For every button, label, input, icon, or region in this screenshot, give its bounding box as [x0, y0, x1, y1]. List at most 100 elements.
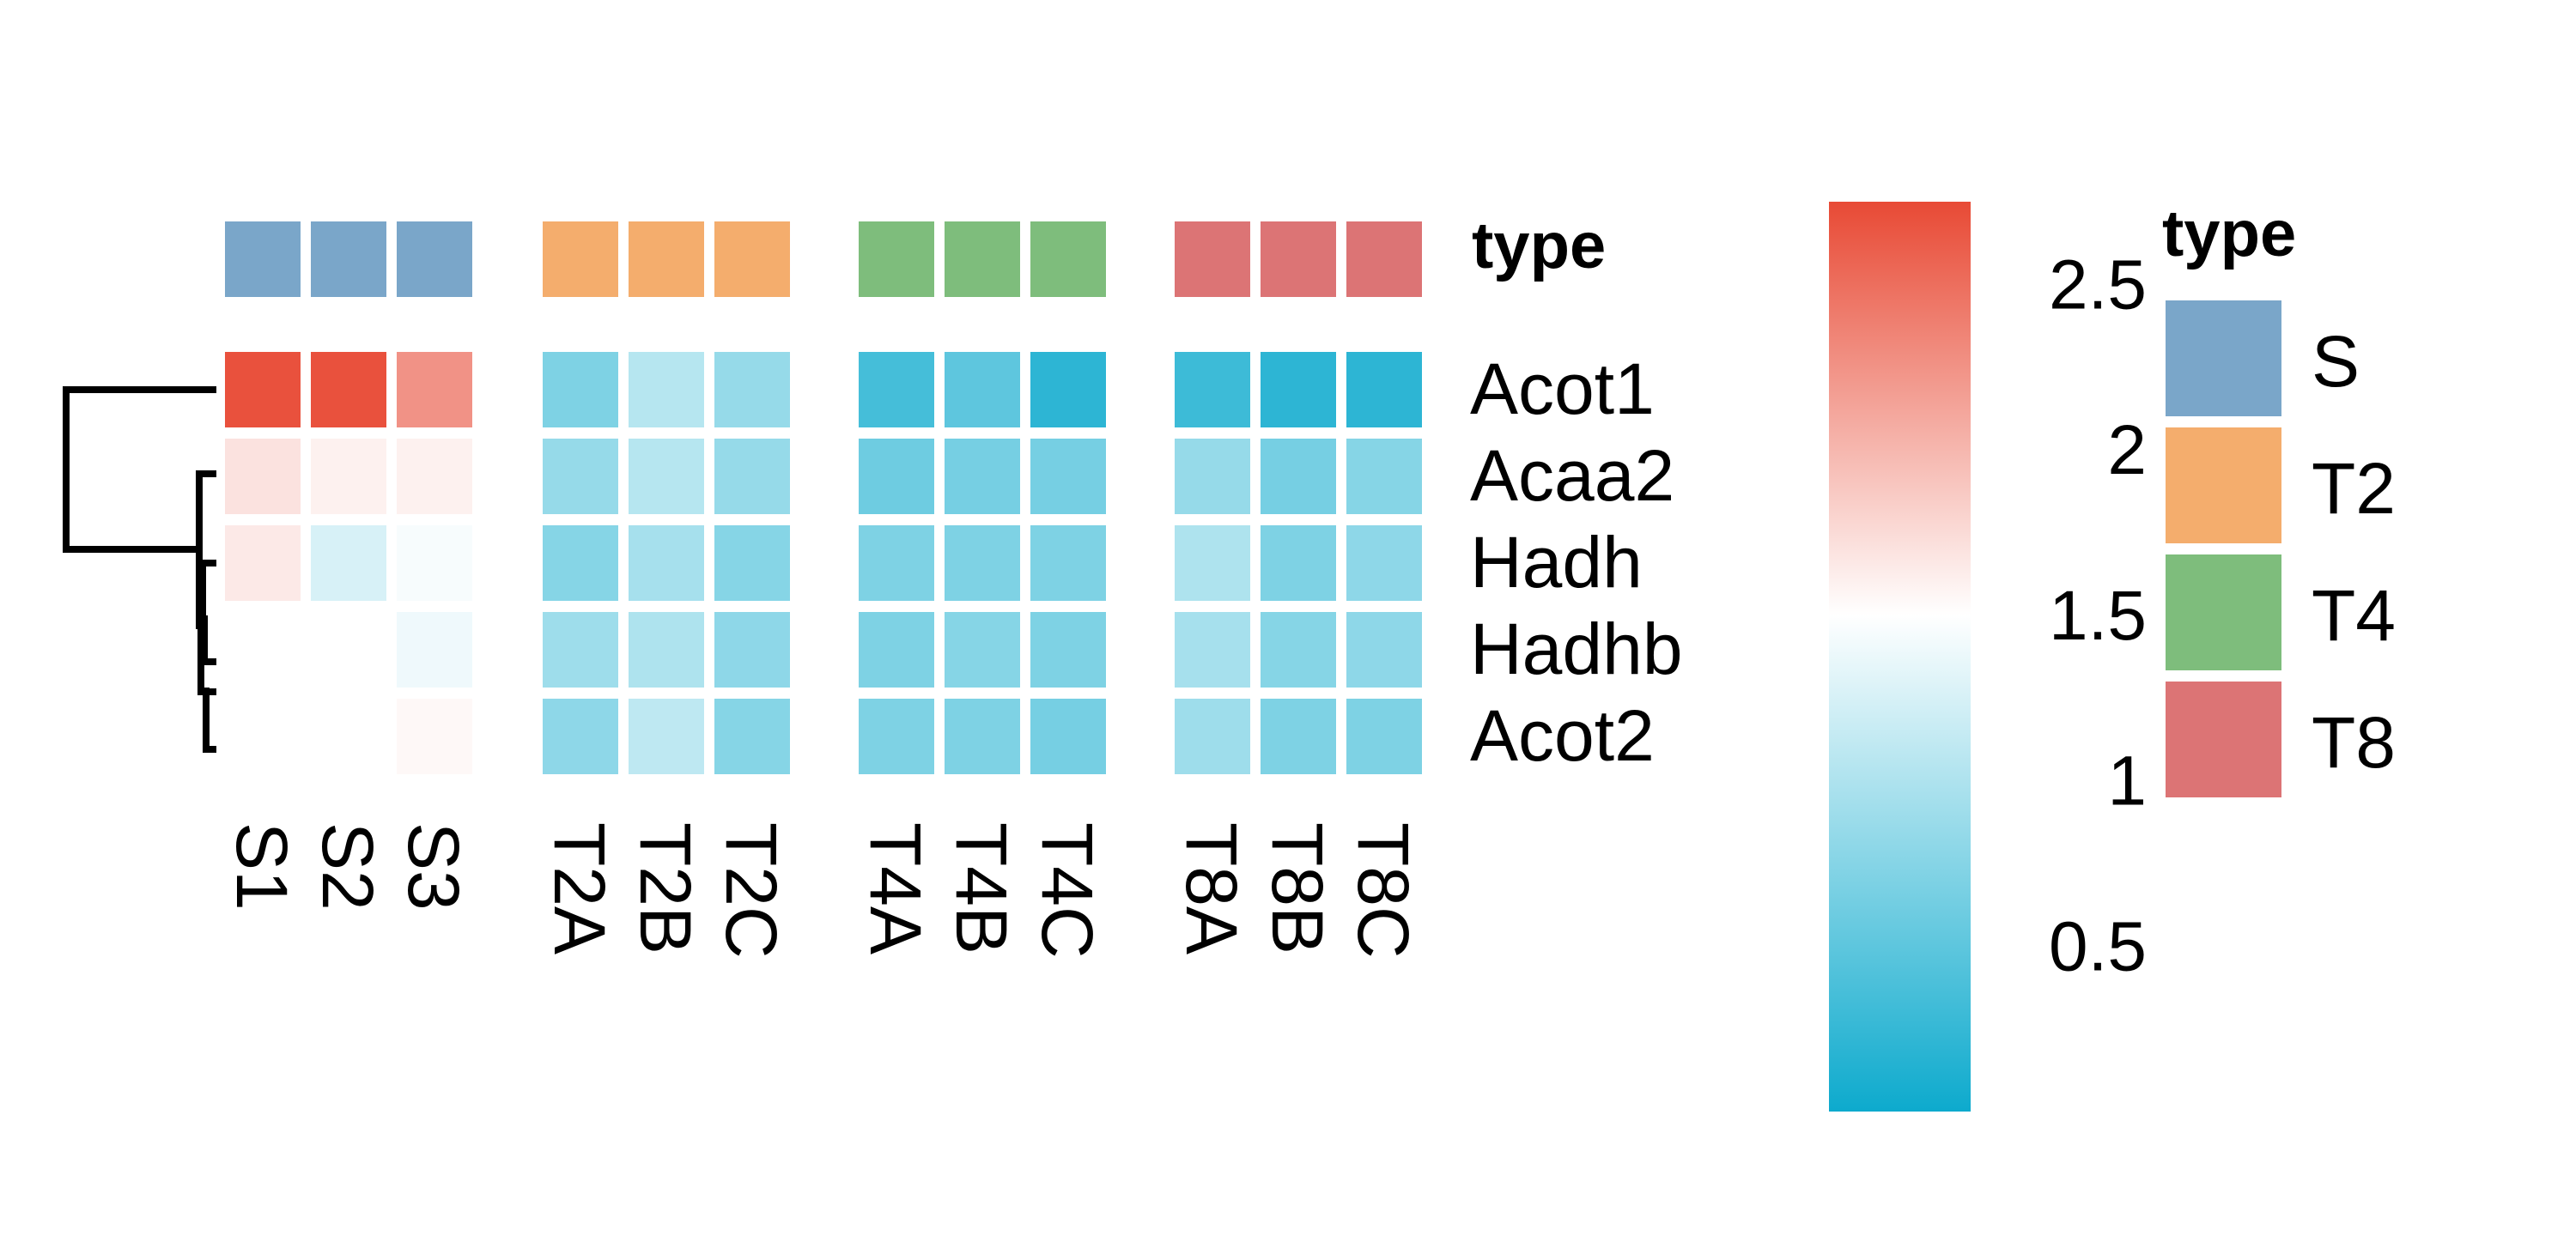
cell-Acot1-T8A: [1175, 352, 1250, 427]
column-label-T2A: T2A: [539, 822, 620, 954]
annotation-cell-T8B: [1261, 221, 1336, 297]
row-label-Acot2: Acot2: [1470, 695, 1655, 776]
cell-Hadh-T4B: [945, 525, 1020, 601]
cell-Hadh-T8C: [1346, 525, 1422, 601]
cell-Acaa2-T8C: [1346, 439, 1422, 514]
type-legend: S T2 T4 T8: [2166, 300, 2396, 797]
cell-Hadh-T2A: [543, 525, 618, 601]
row-label-Acot1: Acot1: [1470, 348, 1655, 429]
cell-Hadhb-T8B: [1261, 612, 1336, 688]
cell-Acot2-T8C: [1346, 699, 1422, 774]
cell-Acot1-T2B: [629, 352, 704, 427]
column-label-T8A: T8A: [1171, 822, 1252, 954]
column-label-T4B: T4B: [941, 822, 1022, 954]
cell-Acot2-T4C: [1030, 699, 1106, 774]
column-label-T4A: T4A: [855, 822, 936, 954]
column-label-T2B: T2B: [625, 822, 706, 954]
cell-Acot1-T8B: [1261, 352, 1336, 427]
legend-label-T8: T8: [2312, 702, 2396, 783]
annotation-cell-T4C: [1030, 221, 1106, 297]
colorbar-tick-1: 1: [2107, 742, 2147, 821]
cell-Hadh-T4C: [1030, 525, 1106, 601]
cell-Hadh-T8A: [1175, 525, 1250, 601]
cell-Hadhb-S1: [225, 612, 301, 688]
annotation-cell-T4A: [859, 221, 934, 297]
column-label-S2: S2: [307, 822, 388, 911]
legend-swatch-T2: [2166, 427, 2281, 543]
legend-swatch-S: [2166, 300, 2281, 416]
cell-Acot1-S1: [225, 352, 301, 427]
cell-Acaa2-T8B: [1261, 439, 1336, 514]
cell-Hadh-S3: [397, 525, 472, 601]
annotation-cell-T4B: [945, 221, 1020, 297]
cell-Acot1-S3: [397, 352, 472, 427]
cell-Acot2-T4A: [859, 699, 934, 774]
cell-Acot1-S2: [311, 352, 386, 427]
column-labels: S1 S2 S3 T2A T2B T2C T4A T4B T4C T8A T8B T8C: [222, 822, 1424, 959]
annotation-cell-T8C: [1346, 221, 1422, 297]
cell-Acot1-T2C: [714, 352, 790, 427]
cell-Acot1-T4C: [1030, 352, 1106, 427]
row-label-Hadhb: Hadhb: [1470, 609, 1683, 689]
cell-Acot2-T8A: [1175, 699, 1250, 774]
annotation-cell-T8A: [1175, 221, 1250, 297]
cell-Hadhb-T8C: [1346, 612, 1422, 688]
cell-Acaa2-S1: [225, 439, 301, 514]
cell-Acot2-S2: [311, 699, 386, 774]
cell-Hadh-S2: [311, 525, 386, 601]
legend-label-T2: T2: [2312, 448, 2396, 529]
colorbar-tick-0.5: 0.5: [2049, 907, 2147, 985]
annotation-cell-T2B: [629, 221, 704, 297]
legend-swatch-T4: [2166, 554, 2281, 670]
cell-Hadhb-S3: [397, 612, 472, 688]
cell-Hadh-T8B: [1261, 525, 1336, 601]
legend-title: type: [2162, 197, 2296, 270]
cell-Acaa2-T4B: [945, 439, 1020, 514]
row-dendrogram: [63, 386, 216, 753]
cell-Hadhb-T4A: [859, 612, 934, 688]
cell-Hadhb-T4C: [1030, 612, 1106, 688]
legend-label-T4: T4: [2312, 575, 2396, 656]
cell-Acaa2-T4A: [859, 439, 934, 514]
row-label-Hadh: Hadh: [1470, 522, 1643, 603]
cell-Acot1-T2A: [543, 352, 618, 427]
cell-Hadh-T2C: [714, 525, 790, 601]
cell-Acaa2-S2: [311, 439, 386, 514]
type-annotation-row: [225, 221, 1422, 297]
cell-Acot2-T8B: [1261, 699, 1336, 774]
cell-Hadhb-T2A: [543, 612, 618, 688]
cell-Acaa2-T2C: [714, 439, 790, 514]
cell-Acaa2-S3: [397, 439, 472, 514]
cell-Acot2-S1: [225, 699, 301, 774]
cell-Acot2-T4B: [945, 699, 1020, 774]
cell-Hadh-T4A: [859, 525, 934, 601]
legend-swatch-T8: [2166, 682, 2281, 797]
row-label-Acaa2: Acaa2: [1470, 435, 1674, 516]
cell-Hadhb-T2C: [714, 612, 790, 688]
cell-Hadhb-T8A: [1175, 612, 1250, 688]
cell-Acot2-T2C: [714, 699, 790, 774]
cell-Hadhb-S2: [311, 612, 386, 688]
cell-Hadhb-T2B: [629, 612, 704, 688]
column-label-T4C: T4C: [1027, 822, 1108, 959]
cell-Acaa2-T2B: [629, 439, 704, 514]
annotation-cell-T2C: [714, 221, 790, 297]
cell-Hadh-S1: [225, 525, 301, 601]
cell-Acot2-S3: [397, 699, 472, 774]
cell-Acot2-T2B: [629, 699, 704, 774]
annotation-cell-S1: [225, 221, 301, 297]
column-label-T2C: T2C: [711, 822, 792, 959]
column-label-T8B: T8B: [1257, 822, 1338, 954]
colorbar-tick-labels: 2.5 2 1.5 1 0.5: [2049, 245, 2147, 985]
annotation-cell-T2A: [543, 221, 618, 297]
colorbar: [1829, 202, 1971, 1112]
cell-Acot1-T4A: [859, 352, 934, 427]
cell-Acaa2-T8A: [1175, 439, 1250, 514]
cell-Acot2-T2A: [543, 699, 618, 774]
cell-Acaa2-T4C: [1030, 439, 1106, 514]
colorbar-tick-2.5: 2.5: [2049, 245, 2147, 324]
cell-Acaa2-T2A: [543, 439, 618, 514]
cell-Acot1-T8C: [1346, 352, 1422, 427]
